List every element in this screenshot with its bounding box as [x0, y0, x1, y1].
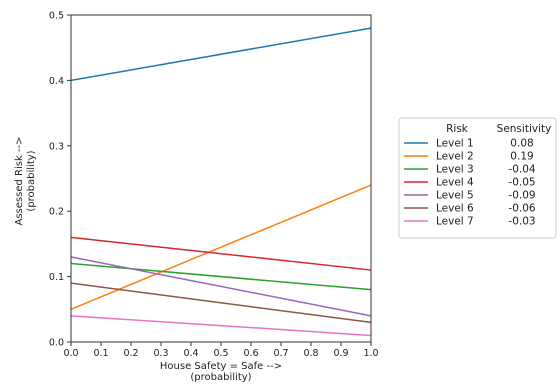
series-line-level-6 [70, 282, 372, 324]
legend-sensitivity-level-6: -0.06 [508, 203, 535, 215]
x-tick-label: 0.8 [303, 348, 318, 359]
y-axis: 0.0 0.1 0.2 0.3 0.4 0.5 [49, 11, 71, 349]
x-tick-label: 0.6 [243, 348, 258, 359]
x-tick-label: 0.9 [333, 348, 348, 359]
series-line-level-4 [70, 236, 372, 271]
x-axis: 0.0 0.1 0.2 0.3 0.4 0.5 0.6 0.7 0.8 0.9 1.0 [63, 342, 379, 359]
x-tick-label: 0.5 [213, 348, 228, 359]
y-axis-sublabel: (probability) [26, 150, 37, 211]
legend-label-level-3: Level 3 [436, 164, 474, 176]
y-tick-label: 0.1 [49, 272, 64, 283]
legend-header-sensitivity: Sensitivity [497, 123, 552, 135]
legend-sensitivity-level-3: -0.04 [508, 164, 535, 176]
y-tick-label: 0.0 [49, 338, 64, 349]
x-tick-label: 0.2 [123, 348, 138, 359]
series-line-level-5 [70, 256, 372, 317]
legend-label-level-2: Level 2 [436, 151, 474, 163]
legend: Risk Sensitivity Level 1 0.08 Level 2 0.19 L… [398, 117, 557, 239]
series-line-level-2 [70, 184, 372, 310]
legend-sensitivity-level-7: -0.03 [508, 216, 535, 228]
y-axis-label: Assessed Risk --> [14, 136, 25, 225]
x-axis-label: House Safety = Safe --> [160, 361, 282, 372]
legend-sensitivity-level-4: -0.05 [508, 177, 535, 189]
x-tick-label: 1.0 [363, 348, 378, 359]
x-tick-label: 0.4 [183, 348, 198, 359]
y-tick-label: 0.4 [49, 76, 64, 87]
legend-label-level-1: Level 1 [436, 138, 474, 150]
y-tick-label: 0.5 [49, 11, 64, 22]
x-tick-label: 0.3 [153, 348, 168, 359]
legend-label-level-5: Level 5 [436, 190, 474, 202]
x-axis-sublabel: (probability) [190, 372, 251, 383]
legend-sensitivity-level-1: 0.08 [510, 138, 533, 150]
legend-sensitivity-level-2: 0.19 [510, 151, 533, 163]
legend-label-level-4: Level 4 [436, 177, 474, 189]
series-line-level-1 [70, 27, 372, 82]
series-line-level-7 [70, 315, 372, 337]
legend-label-level-7: Level 7 [436, 216, 474, 228]
legend-sensitivity-level-5: -0.09 [508, 190, 535, 202]
x-tick-label: 0.1 [93, 348, 108, 359]
x-tick-label: 0.0 [63, 348, 78, 359]
legend-frame [398, 117, 557, 239]
y-tick-label: 0.3 [49, 141, 64, 152]
legend-header-risk: Risk [446, 123, 469, 135]
series-line-level-3 [70, 262, 372, 291]
y-tick-label: 0.2 [49, 207, 64, 218]
x-tick-label: 0.7 [273, 348, 288, 359]
legend-label-level-6: Level 6 [436, 203, 474, 215]
plot-frame [70, 14, 372, 343]
